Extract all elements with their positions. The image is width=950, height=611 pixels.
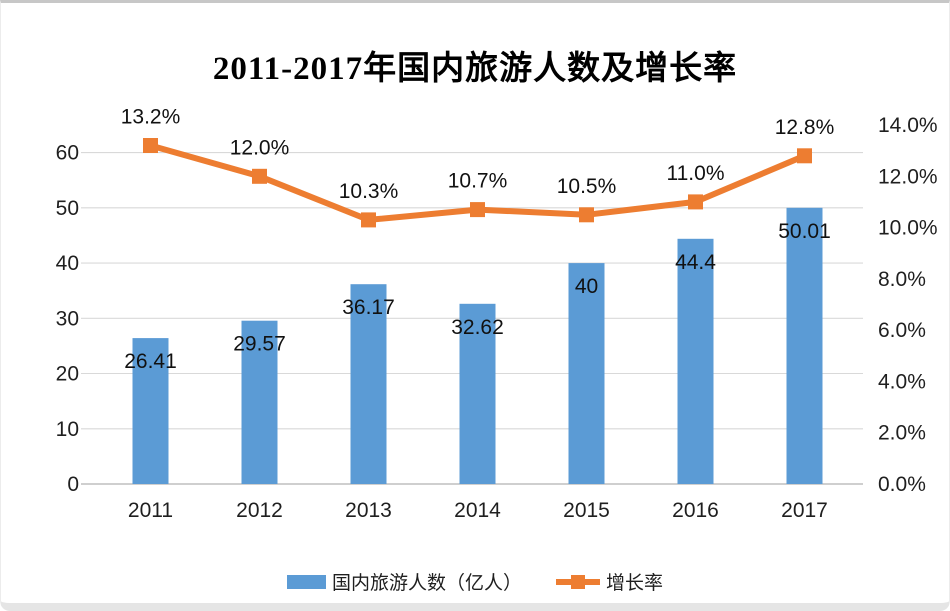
growth-value-label-2015: 10.5% — [557, 175, 617, 198]
growth-value-label-2016: 11.0% — [667, 162, 725, 185]
legend-item-tourist-count: 国内旅游人数（亿人） — [286, 568, 522, 595]
bar-2011 — [132, 338, 169, 484]
left-axis-tick-60: 60 — [56, 142, 79, 165]
bar-2014 — [459, 303, 496, 484]
growth-marker-2016 — [688, 194, 703, 210]
bar-value-label-2015: 40 — [575, 275, 598, 298]
line-swatch-icon — [556, 574, 600, 590]
left-axis-tick-40: 40 — [56, 252, 79, 275]
growth-marker-2015 — [579, 207, 594, 223]
right-axis-tick-0.0%: 0.0% — [878, 473, 926, 496]
chart-title: 2011-2017年国内旅游人数及增长率 — [212, 51, 738, 87]
left-axis-tick-50: 50 — [56, 197, 79, 220]
x-axis-label-2012: 2012 — [236, 499, 283, 522]
x-axis-label-2014: 2014 — [454, 499, 501, 522]
growth-value-label-2012: 12.0% — [230, 136, 290, 159]
legend-item-growth-rate: 增长率 — [556, 568, 663, 595]
right-axis-tick-4.0%: 4.0% — [878, 370, 926, 393]
bar-value-label-2012: 29.57 — [233, 333, 286, 356]
growth-marker-2011 — [143, 138, 158, 153]
bar-value-label-2013: 36.17 — [342, 296, 395, 319]
growth-marker-2017 — [797, 148, 812, 164]
left-axis-tick-30: 30 — [56, 307, 79, 330]
right-axis-tick-6.0%: 6.0% — [878, 319, 926, 342]
right-axis-tick-2.0%: 2.0% — [878, 422, 926, 445]
growth-value-label-2013: 10.3% — [339, 180, 399, 203]
right-axis-tick-12.0%: 12.0% — [878, 165, 938, 188]
bar-value-label-2017: 50.01 — [778, 220, 831, 243]
left-axis-tick-10: 10 — [56, 418, 79, 441]
x-axis-label-2016: 2016 — [672, 499, 719, 522]
right-axis-tick-10.0%: 10.0% — [878, 217, 938, 240]
legend-label-tourist-count: 国内旅游人数（亿人） — [331, 573, 522, 594]
growth-marker-2014 — [470, 202, 485, 218]
chart-plot: 0 10 20 30 40 50 60 0.0% 2.0% 4.0% 6.0% 8.0% 10.0% 12… — [56, 106, 938, 523]
bar-value-label-2014: 32.62 — [451, 316, 504, 339]
bar-value-label-2016: 44.4 — [675, 251, 716, 274]
growth-value-label-2011: 13.2% — [121, 106, 181, 129]
left-axis-tick-0: 0 — [67, 473, 79, 496]
bar-swatch-icon — [286, 574, 326, 589]
bar-2017 — [786, 207, 823, 485]
x-axis-label-2017: 2017 — [781, 499, 828, 522]
growth-marker-2013 — [361, 212, 376, 228]
x-axis-label-2013: 2013 — [345, 499, 392, 522]
x-axis-label-2011: 2011 — [128, 499, 173, 522]
right-axis-tick-8.0%: 8.0% — [878, 268, 926, 291]
growth-marker-2012 — [252, 168, 267, 184]
legend-label-growth-rate: 增长率 — [606, 573, 664, 594]
legend: 国内旅游人数（亿人） 增长率 — [1, 568, 949, 595]
bar-2012 — [241, 320, 278, 484]
left-axis-tick-20: 20 — [56, 363, 79, 386]
growth-value-label-2017: 12.8% — [775, 116, 835, 139]
right-axis-tick-14.0%: 14.0% — [878, 114, 938, 137]
growth-value-label-2014: 10.7% — [448, 170, 508, 193]
bar-2015 — [568, 263, 605, 484]
bar-value-label-2011: 26.41 — [124, 350, 177, 373]
x-axis-label-2015: 2015 — [563, 499, 610, 522]
bar-2013 — [350, 284, 387, 484]
bar-2016 — [677, 238, 714, 484]
